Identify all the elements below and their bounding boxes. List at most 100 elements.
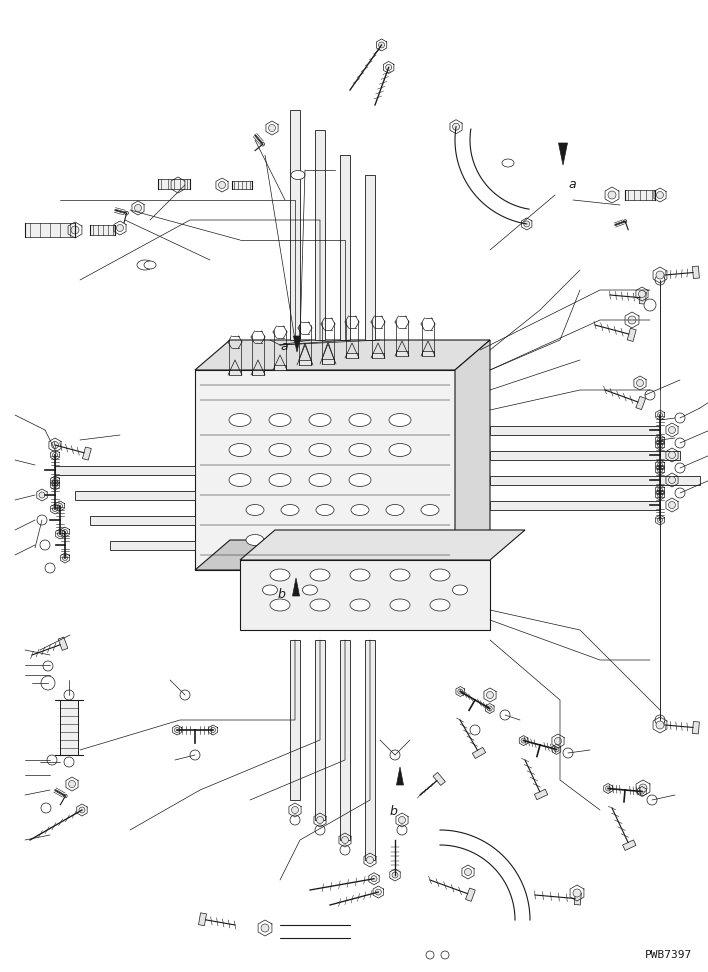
Circle shape (521, 738, 526, 744)
Circle shape (52, 482, 57, 488)
Circle shape (392, 872, 398, 878)
Polygon shape (574, 892, 581, 905)
Ellipse shape (263, 585, 278, 595)
Ellipse shape (309, 473, 331, 487)
Bar (290, 640, 300, 800)
Circle shape (656, 721, 664, 729)
Circle shape (174, 727, 180, 733)
Polygon shape (232, 181, 252, 189)
Ellipse shape (309, 443, 331, 457)
Ellipse shape (229, 413, 251, 427)
Ellipse shape (406, 535, 424, 545)
Bar (346, 353, 358, 358)
Bar (290, 110, 300, 340)
Circle shape (636, 379, 644, 387)
Circle shape (554, 746, 559, 752)
Circle shape (367, 856, 374, 863)
Bar (274, 365, 286, 370)
Bar (75, 491, 195, 500)
Ellipse shape (261, 142, 265, 146)
Circle shape (487, 706, 492, 711)
Bar (90, 516, 195, 525)
Circle shape (52, 453, 57, 458)
Ellipse shape (270, 569, 290, 581)
Circle shape (658, 412, 663, 418)
Circle shape (180, 690, 190, 700)
Text: PWB7397: PWB7397 (645, 950, 692, 960)
Circle shape (668, 476, 675, 483)
Circle shape (316, 816, 324, 823)
Polygon shape (396, 767, 404, 785)
Ellipse shape (390, 599, 410, 611)
Circle shape (341, 837, 348, 844)
Circle shape (397, 825, 407, 835)
Circle shape (658, 437, 663, 442)
Circle shape (470, 725, 480, 735)
Polygon shape (636, 397, 646, 409)
Circle shape (655, 275, 665, 285)
Ellipse shape (286, 535, 304, 545)
Ellipse shape (389, 443, 411, 457)
Circle shape (79, 807, 85, 813)
Circle shape (426, 951, 434, 959)
Polygon shape (158, 179, 190, 189)
Circle shape (340, 845, 350, 855)
Circle shape (37, 515, 47, 525)
Ellipse shape (302, 585, 317, 595)
Circle shape (268, 124, 275, 131)
Polygon shape (240, 530, 525, 560)
Ellipse shape (350, 569, 370, 581)
Circle shape (57, 532, 62, 537)
Circle shape (458, 689, 463, 694)
Polygon shape (25, 223, 75, 237)
Bar (422, 351, 434, 356)
Circle shape (573, 889, 581, 897)
Circle shape (608, 191, 616, 199)
Ellipse shape (229, 473, 251, 487)
Circle shape (64, 690, 74, 700)
Polygon shape (294, 336, 300, 352)
Circle shape (605, 786, 610, 791)
Polygon shape (692, 721, 700, 734)
Bar (229, 370, 241, 375)
Ellipse shape (246, 504, 264, 515)
Circle shape (656, 271, 664, 279)
Polygon shape (535, 789, 548, 800)
Ellipse shape (246, 535, 264, 545)
Text: a: a (280, 340, 287, 353)
Circle shape (219, 182, 226, 189)
Circle shape (656, 191, 663, 198)
Polygon shape (559, 143, 568, 165)
Ellipse shape (281, 504, 299, 515)
Circle shape (41, 803, 51, 813)
Circle shape (71, 226, 79, 234)
Circle shape (655, 715, 665, 725)
Circle shape (563, 748, 573, 758)
Circle shape (675, 413, 685, 423)
Circle shape (639, 291, 646, 297)
Polygon shape (622, 840, 636, 850)
Ellipse shape (349, 413, 371, 427)
Bar (110, 541, 195, 550)
Ellipse shape (349, 473, 371, 487)
Circle shape (43, 661, 53, 671)
Ellipse shape (421, 504, 439, 515)
Circle shape (441, 951, 449, 959)
Ellipse shape (64, 794, 67, 798)
Circle shape (554, 738, 561, 745)
Ellipse shape (389, 413, 411, 427)
Circle shape (668, 452, 675, 459)
Circle shape (464, 869, 472, 876)
Circle shape (645, 390, 655, 400)
Ellipse shape (309, 413, 331, 427)
Circle shape (658, 468, 663, 472)
Bar (252, 370, 264, 375)
Bar (340, 155, 350, 340)
Circle shape (644, 299, 656, 311)
Circle shape (379, 42, 384, 48)
Polygon shape (692, 266, 700, 279)
Ellipse shape (125, 211, 128, 215)
Polygon shape (90, 225, 115, 235)
Bar (315, 130, 325, 340)
Ellipse shape (390, 569, 410, 581)
